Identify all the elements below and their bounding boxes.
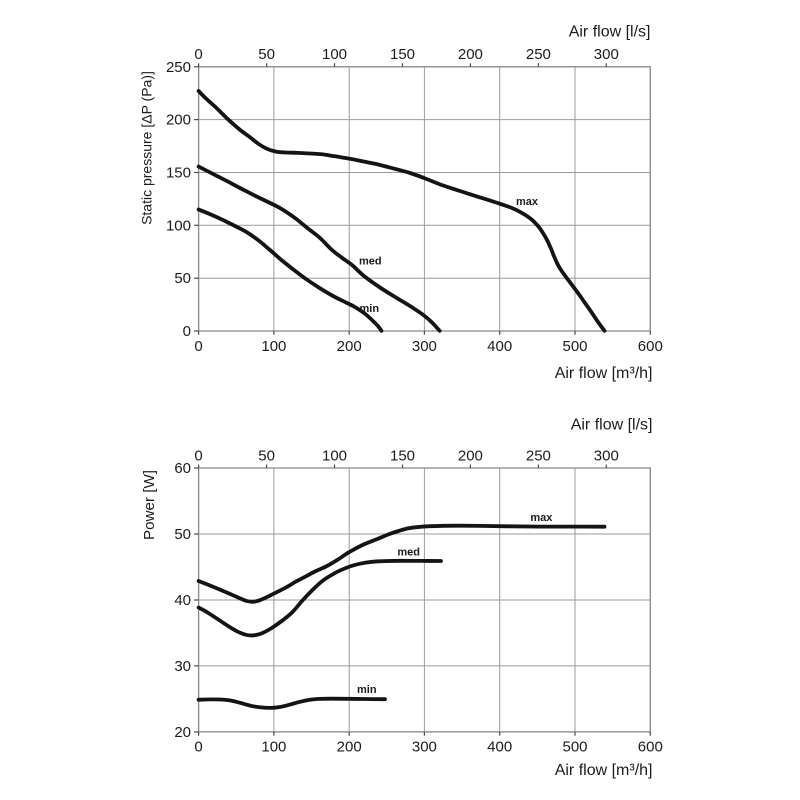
svg-text:med: med [359, 256, 382, 268]
svg-text:60: 60 [174, 460, 191, 477]
svg-text:Air flow [l/s]: Air flow [l/s] [571, 417, 653, 434]
svg-text:600: 600 [638, 739, 663, 756]
svg-text:200: 200 [337, 338, 362, 355]
svg-text:med: med [397, 546, 420, 558]
svg-text:30: 30 [174, 658, 191, 675]
svg-text:max: max [516, 196, 539, 208]
svg-text:400: 400 [487, 739, 512, 756]
svg-text:400: 400 [487, 338, 512, 355]
svg-text:200: 200 [458, 448, 483, 465]
svg-text:100: 100 [261, 739, 286, 756]
svg-text:Power [W]: Power [W] [141, 470, 158, 540]
svg-text:250: 250 [526, 46, 551, 63]
svg-text:500: 500 [562, 338, 587, 355]
svg-text:Air flow [m³/h]: Air flow [m³/h] [555, 365, 653, 382]
svg-text:300: 300 [594, 448, 619, 465]
svg-text:Air flow [l/s]: Air flow [l/s] [569, 24, 651, 41]
svg-text:20: 20 [174, 724, 191, 741]
svg-text:min: min [357, 684, 377, 696]
svg-text:Air flow [m³/h]: Air flow [m³/h] [555, 762, 653, 779]
svg-text:600: 600 [638, 338, 663, 355]
svg-text:0: 0 [194, 46, 202, 63]
svg-text:200: 200 [458, 46, 483, 63]
svg-text:150: 150 [166, 165, 191, 182]
svg-text:min: min [360, 303, 380, 315]
svg-text:max: max [530, 512, 553, 524]
svg-text:50: 50 [174, 270, 191, 287]
svg-text:300: 300 [594, 46, 619, 63]
svg-text:0: 0 [194, 338, 202, 355]
svg-text:100: 100 [322, 46, 347, 63]
svg-text:100: 100 [322, 448, 347, 465]
svg-text:50: 50 [258, 448, 275, 465]
svg-text:50: 50 [174, 526, 191, 543]
svg-text:150: 150 [390, 448, 415, 465]
svg-text:0: 0 [194, 448, 202, 465]
svg-text:0: 0 [194, 739, 202, 756]
svg-text:100: 100 [166, 217, 191, 234]
svg-text:250: 250 [166, 59, 191, 76]
svg-text:Static pressure [ΔP (Pa)]: Static pressure [ΔP (Pa)] [139, 71, 155, 225]
svg-text:40: 40 [174, 592, 191, 609]
svg-text:250: 250 [526, 448, 551, 465]
svg-text:300: 300 [412, 739, 437, 756]
svg-text:200: 200 [166, 112, 191, 129]
svg-text:500: 500 [562, 739, 587, 756]
svg-text:150: 150 [390, 46, 415, 63]
svg-text:300: 300 [412, 338, 437, 355]
svg-text:200: 200 [337, 739, 362, 756]
svg-text:50: 50 [258, 46, 275, 63]
svg-text:100: 100 [261, 338, 286, 355]
svg-text:0: 0 [183, 323, 191, 340]
